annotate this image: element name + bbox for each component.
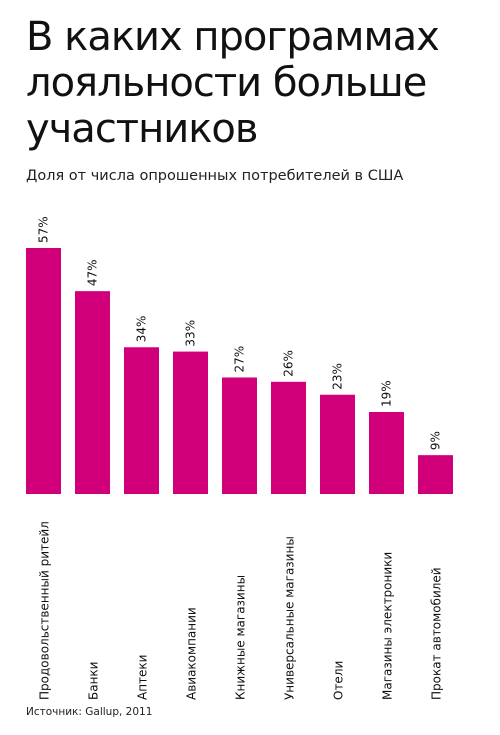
- category-label-7: Отели: [332, 661, 346, 700]
- value-label-4: 33%: [184, 320, 198, 347]
- category-label-3: Аптеки: [136, 655, 150, 700]
- bar-2: [75, 291, 110, 494]
- value-label-9: 9%: [429, 431, 443, 450]
- bar-3: [124, 347, 159, 494]
- bar-4: [173, 351, 208, 494]
- category-label-4: Авиакомпании: [185, 607, 199, 700]
- category-label-6: Универсальные магазины: [283, 536, 297, 700]
- category-label-1: Продовольственный ритейл: [38, 521, 52, 700]
- category-label-9: Прокат автомобилей: [430, 567, 444, 700]
- category-label-8: Магазины электроники: [381, 552, 395, 700]
- bar-8: [369, 412, 404, 494]
- value-label-3: 34%: [135, 316, 149, 343]
- bar-9: [418, 455, 453, 494]
- category-label-2: Банки: [87, 662, 101, 700]
- value-label-6: 26%: [282, 350, 296, 377]
- value-label-8: 19%: [380, 380, 394, 407]
- source-note: Источник: Gallup, 2011: [26, 706, 153, 718]
- bar-1: [26, 248, 61, 494]
- chart-subtitle: Доля от числа опрошенных потребителей в …: [26, 168, 404, 184]
- bar-7: [320, 394, 355, 494]
- bar-5: [222, 377, 257, 494]
- value-label-5: 27%: [233, 346, 247, 373]
- value-label-7: 23%: [331, 363, 345, 390]
- chart-title: В каких программах лояльности больше уча…: [26, 14, 440, 152]
- value-label-2: 47%: [86, 259, 100, 286]
- value-label-1: 57%: [37, 216, 51, 243]
- category-label-5: Книжные магазины: [234, 575, 248, 700]
- bar-6: [271, 381, 306, 494]
